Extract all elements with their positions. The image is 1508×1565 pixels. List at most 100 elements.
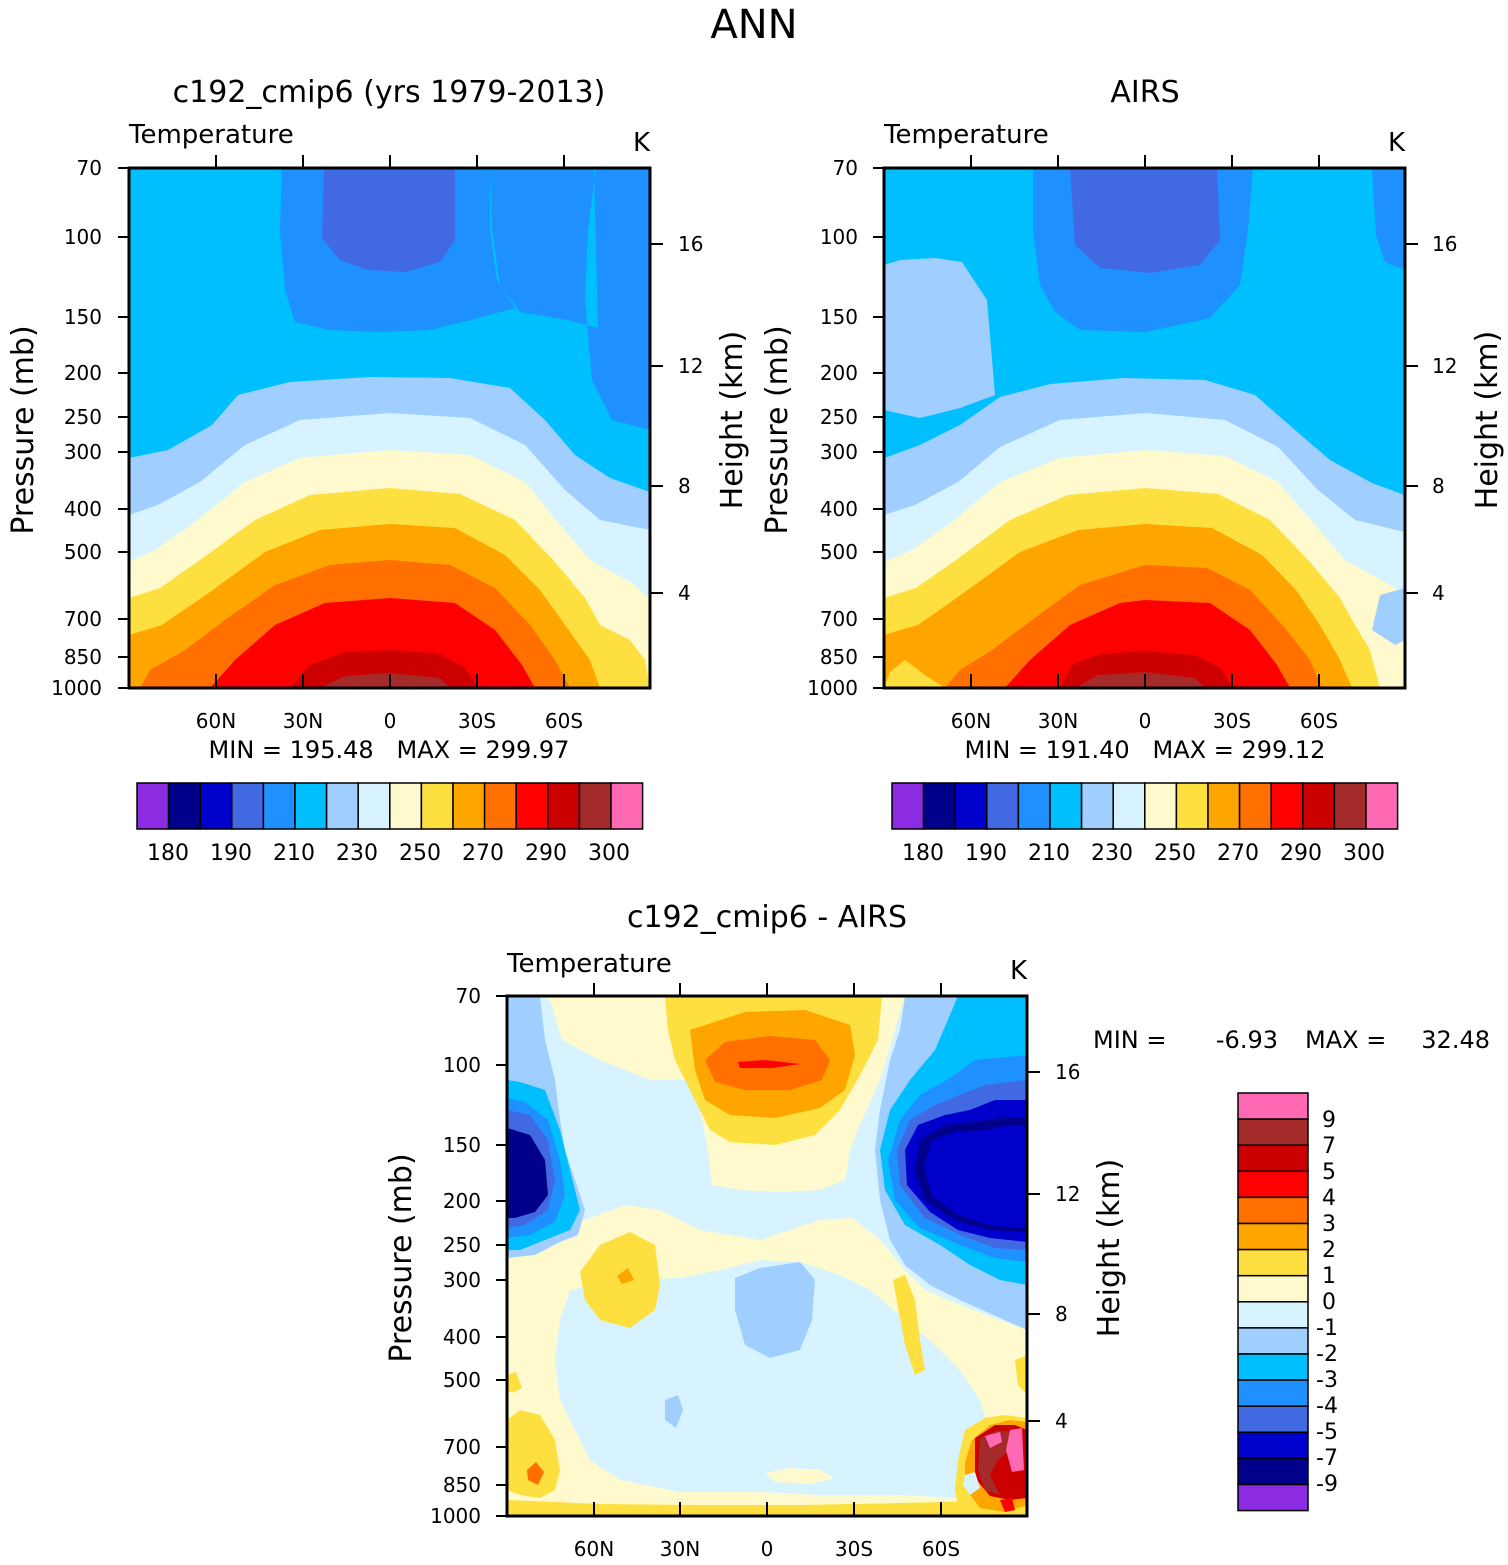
contour-fill [985, 1432, 1002, 1448]
colorbar-label: -3 [1316, 1368, 1338, 1393]
x-tick-label: 60N [951, 709, 991, 733]
y-tick-label: 1000 [430, 1504, 481, 1528]
colorbar-label: 270 [1217, 841, 1259, 866]
colorbar-label: -5 [1316, 1420, 1338, 1445]
colorbar-swatch [294, 782, 328, 830]
colorbar-swatch [1049, 782, 1083, 830]
colorbar-swatch [1237, 1327, 1309, 1355]
colorbar-swatch [1237, 1301, 1309, 1329]
panel-model-title: c192_cmip6 (yrs 1979-2013) [173, 75, 606, 110]
y-tick-label: 100 [820, 225, 858, 249]
contour-fill [320, 673, 450, 688]
contour-fill [735, 1262, 815, 1358]
y-tick-label: 150 [820, 305, 858, 329]
colorbar-swatch [1270, 782, 1304, 830]
colorbar-swatch [1365, 782, 1399, 830]
panel-model-ticks [118, 155, 663, 689]
y-tick-label: 500 [820, 540, 858, 564]
panel-obs: AIRS Temperature K 60N [760, 75, 1505, 866]
max-label: MAX = [1305, 1026, 1386, 1054]
x-tick-label: 0 [384, 709, 397, 733]
y2-tick-label: 16 [1432, 232, 1457, 256]
colorbar-label: 7 [1322, 1134, 1336, 1159]
x-tick-label: 60N [196, 709, 236, 733]
colorbar-swatch [420, 782, 454, 830]
panel-diff-colorbar [1237, 1092, 1309, 1512]
colorbar-label: 230 [1091, 841, 1133, 866]
contour-fill [507, 1372, 522, 1393]
y-tick-label: 1000 [51, 676, 102, 700]
y-tick-label: 850 [820, 645, 858, 669]
y-tick-label: 400 [64, 497, 102, 521]
x-tick-label: 60S [1300, 709, 1338, 733]
y2-tick-label: 4 [1055, 1409, 1068, 1433]
y-tick-label: 400 [820, 497, 858, 521]
colorbar-swatch [167, 782, 201, 830]
x-tick-label: 30S [1213, 709, 1251, 733]
contour-fill [924, 1125, 1027, 1228]
colorbar-swatch [389, 782, 423, 830]
contour-fill [738, 1060, 800, 1068]
contour-fill [765, 1468, 835, 1484]
colorbar-label: 230 [336, 841, 378, 866]
y2-tick-label: 16 [1055, 1060, 1080, 1084]
y-tick-label: 150 [443, 1133, 481, 1157]
y-axis-label: Pressure (mb) [6, 325, 41, 534]
colorbar-swatch [1237, 1196, 1309, 1225]
colorbar-swatch [357, 782, 391, 830]
colorbar-swatch [1237, 1144, 1309, 1173]
x-tick-label: 60S [545, 709, 583, 733]
colorbar-swatch [199, 782, 233, 830]
y-tick-label: 300 [443, 1268, 481, 1292]
colorbar-swatch [1207, 782, 1241, 830]
y2-tick-labels: 16 12 8 4 [1055, 1060, 1080, 1433]
x-tick-label: 60N [574, 1537, 614, 1561]
y-tick-label: 400 [443, 1325, 481, 1349]
y2-tick-label: 8 [1432, 474, 1445, 498]
y2-axis-label: Height (km) [715, 331, 750, 510]
y2-tick-labels: 16 12 8 4 [678, 232, 703, 605]
contour-fill [893, 1275, 925, 1375]
colorbar-label: 180 [902, 841, 944, 866]
contour-fill [555, 1260, 990, 1498]
panel-obs-variable: Temperature [883, 120, 1049, 150]
contour-fill [1006, 1428, 1024, 1472]
x-tick-label: 30N [660, 1537, 700, 1561]
contour-fill [1372, 588, 1405, 645]
colorbar-swatch [1237, 1118, 1309, 1146]
colorbar-swatch [1080, 782, 1114, 830]
colorbar-swatch [1237, 1092, 1309, 1120]
y-tick-labels: 70 100 150 200 250 300 400 500 700 850 1… [430, 984, 481, 1528]
colorbar-swatch [231, 782, 265, 830]
panel-model-variable: Temperature [128, 120, 294, 150]
colorbar-label: 0 [1322, 1290, 1336, 1315]
y-tick-label: 250 [820, 405, 858, 429]
colorbar-labels: 180 190 210 230 250 270 290 300 [902, 841, 1385, 866]
colorbar-label: -9 [1316, 1472, 1338, 1497]
panel-model-colorbar [136, 782, 644, 830]
colorbar-label: 1 [1322, 1264, 1336, 1289]
colorbar-label: -7 [1316, 1446, 1338, 1471]
x-tick-label: 30S [458, 709, 496, 733]
contour-fill [617, 1268, 634, 1284]
y-tick-label: 500 [64, 540, 102, 564]
y-tick-label: 100 [64, 225, 102, 249]
panel-diff-units: K [1010, 956, 1028, 986]
colorbar-label: -2 [1316, 1342, 1338, 1367]
colorbar-swatch [1237, 1353, 1309, 1381]
y2-tick-label: 8 [1055, 1302, 1068, 1326]
contour-fill [1000, 1498, 1015, 1512]
colorbar-swatch [1175, 782, 1209, 830]
colorbar-swatch [1333, 782, 1367, 830]
contour-fill [1075, 672, 1205, 688]
y2-axis-label: Height (km) [1470, 331, 1505, 510]
y2-tick-label: 8 [678, 474, 691, 498]
colorbar-label: 3 [1322, 1212, 1336, 1237]
colorbar-swatch [262, 782, 296, 830]
x-tick-label: 0 [761, 1537, 774, 1561]
colorbar-swatch [1302, 782, 1336, 830]
panel-diff: c192_cmip6 - AIRS Temperature K [384, 900, 1490, 1561]
contour-fill [507, 1128, 548, 1218]
contour-fill [963, 1472, 980, 1495]
